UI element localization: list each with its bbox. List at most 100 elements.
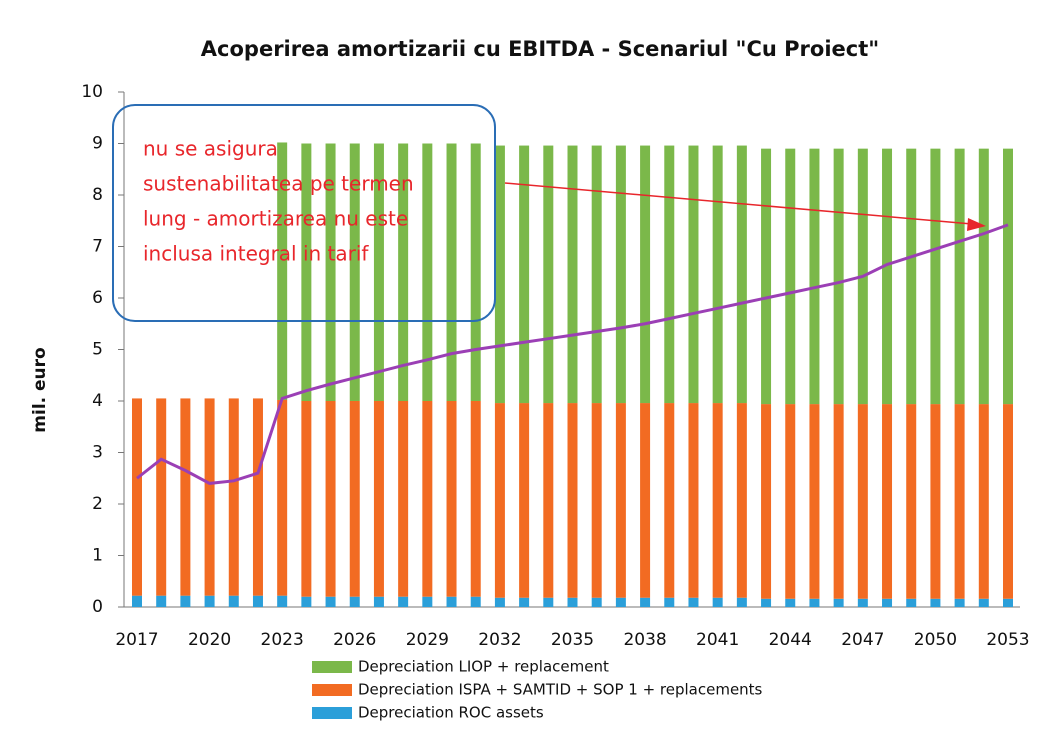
bar-segment [640, 403, 651, 598]
x-tick-label: 2041 [696, 630, 739, 650]
bar-segment [325, 143, 336, 401]
bar-segment [373, 401, 384, 597]
bar-segment [785, 148, 796, 405]
y-tick-label: 7 [92, 237, 103, 257]
bar-segment [882, 598, 893, 607]
bar-segment [978, 404, 989, 599]
bar-segment [736, 597, 747, 607]
bar-segment [398, 596, 409, 607]
bar-segment [277, 595, 288, 607]
annotation-arrowhead [967, 218, 986, 231]
bar-segment [156, 595, 167, 607]
bar-segment [688, 597, 699, 607]
x-tick-label: 2053 [986, 630, 1029, 650]
legend-swatch [312, 707, 352, 719]
y-tick-label: 9 [92, 134, 103, 154]
annotation-text: inclusa integral in tarif [143, 242, 369, 266]
bar-segment [277, 399, 288, 596]
x-tick-label: 2020 [188, 630, 231, 650]
bar-segment [785, 404, 796, 599]
bar-segment [470, 596, 481, 607]
annotation-text: nu se asigura [143, 137, 278, 161]
bar-segment [325, 401, 336, 597]
x-tick-label: 2032 [478, 630, 521, 650]
bar-segment [930, 598, 941, 607]
bar-segment [422, 143, 433, 401]
bar-segment [519, 597, 530, 607]
y-axis-label: mil. euro [30, 347, 50, 432]
y-tick-label: 1 [92, 546, 103, 566]
bar-segment [398, 143, 409, 401]
bar-segment [567, 403, 578, 598]
bar-segment [640, 145, 651, 404]
bar-segment [712, 597, 723, 607]
bar-segment [761, 598, 772, 607]
y-tick-label: 6 [92, 288, 103, 308]
bar-segment [156, 398, 167, 596]
bar-segment [664, 403, 675, 598]
bar-segment [301, 143, 312, 401]
bar-segment [882, 148, 893, 405]
bar-segment [422, 596, 433, 607]
bar-segment [446, 143, 457, 401]
bar-segment [1003, 404, 1013, 599]
bar-segment [180, 595, 191, 607]
legend-swatch [312, 661, 352, 673]
bar-segment [349, 401, 360, 597]
line-series [136, 223, 1009, 485]
bar-segment [494, 403, 505, 598]
legend-label: Depreciation LIOP + replacement [358, 658, 609, 676]
annotation-box [112, 104, 496, 322]
bar-segment [615, 145, 626, 404]
bar-segment [373, 596, 384, 607]
bar-segment [543, 145, 554, 404]
bar-segment [809, 404, 820, 599]
bar-segment [132, 398, 142, 596]
y-tick-label: 2 [92, 494, 103, 514]
annotation-arrow [504, 182, 973, 225]
bar-segment [349, 143, 360, 401]
x-tick-label: 2029 [406, 630, 449, 650]
chart-title: Acoperirea amortizarii cu EBITDA - Scena… [201, 37, 879, 61]
y-tick-label: 3 [92, 443, 103, 463]
bar-segment [761, 148, 772, 405]
bar-segment [543, 597, 554, 607]
bar-segment [349, 596, 360, 607]
bar-segment [857, 598, 868, 607]
bar-segment [567, 145, 578, 404]
bar-segment [204, 595, 215, 607]
x-tick-label: 2038 [623, 630, 666, 650]
bar-segment [591, 403, 602, 598]
x-tick-label: 2026 [333, 630, 376, 650]
bar-segment [833, 598, 844, 607]
bar-segment [494, 597, 505, 607]
bar-segment [664, 597, 675, 607]
bar-segment [470, 143, 481, 401]
bar-segment [519, 145, 530, 404]
bar-segment [398, 401, 409, 597]
bar-segment [543, 403, 554, 598]
x-tick-label: 2050 [914, 630, 957, 650]
legend-label: Depreciation ISPA + SAMTID + SOP 1 + rep… [358, 681, 763, 699]
bar-segment [833, 148, 844, 405]
bar-segment [857, 404, 868, 599]
x-tick-label: 2023 [261, 630, 304, 650]
y-tick-label: 10 [81, 82, 103, 102]
y-tick-label: 4 [92, 391, 103, 411]
bar-segment [615, 597, 626, 607]
bar-segment [906, 598, 917, 607]
x-tick-label: 2047 [841, 630, 884, 650]
bar-segment [954, 598, 965, 607]
x-tick-label: 2044 [769, 630, 812, 650]
legend-label: Depreciation ROC assets [358, 704, 544, 722]
bar-segment [712, 403, 723, 598]
y-tick-label: 8 [92, 185, 103, 205]
bar-segment [1003, 598, 1013, 607]
bar-segment [954, 404, 965, 599]
bar-segment [591, 145, 602, 404]
bar-segment [422, 401, 433, 597]
bar-segment [906, 148, 917, 405]
bar-segment [301, 401, 312, 597]
bar-segment [809, 148, 820, 405]
